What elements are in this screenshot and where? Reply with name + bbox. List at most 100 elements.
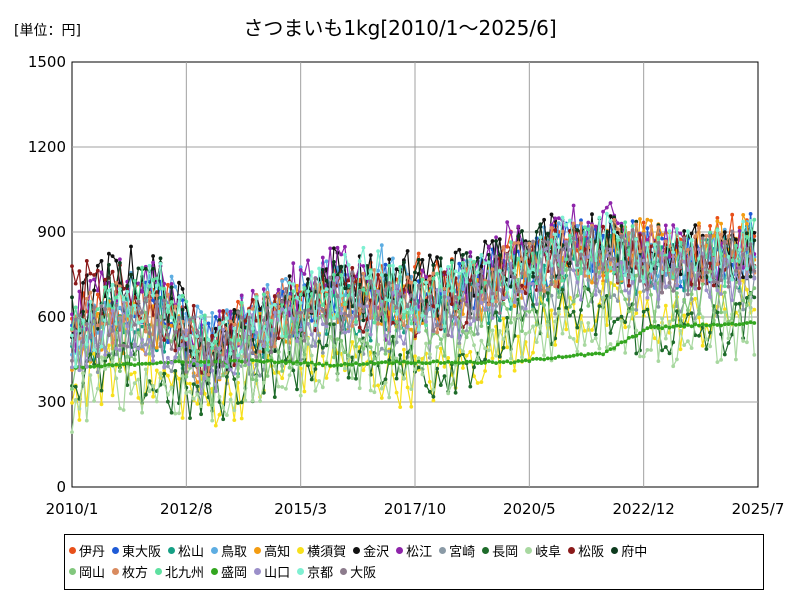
data-point [505, 220, 510, 225]
data-point [376, 289, 380, 294]
data-point [568, 354, 572, 359]
data-point [387, 361, 392, 365]
data-point [254, 358, 259, 363]
data-point [125, 361, 130, 366]
data-point [409, 293, 414, 298]
data-point [593, 224, 598, 229]
data-point [450, 314, 454, 319]
y-tick-label: 1500 [28, 53, 66, 71]
data-point [379, 311, 384, 316]
data-point [376, 249, 380, 254]
data-point [461, 352, 465, 356]
legend-marker [297, 568, 305, 575]
data-point [464, 359, 469, 364]
data-point [520, 257, 524, 261]
data-point [298, 358, 303, 362]
data-point [590, 339, 594, 343]
data-point [656, 326, 661, 330]
data-point [722, 239, 727, 244]
data-point [365, 297, 369, 301]
data-point [516, 289, 521, 294]
data-point [549, 238, 554, 243]
data-point [361, 318, 366, 323]
data-point [107, 303, 111, 308]
legend-item: 岐阜 [525, 541, 561, 560]
data-point [379, 273, 384, 277]
data-point [276, 336, 281, 341]
data-point [560, 215, 565, 220]
data-point [206, 362, 211, 367]
data-point [741, 278, 746, 283]
data-point [210, 311, 215, 315]
data-point [505, 295, 510, 299]
data-point [556, 216, 561, 221]
data-point [472, 365, 476, 370]
data-point [453, 306, 458, 311]
data-point [615, 278, 620, 283]
data-point [660, 251, 664, 256]
data-point [416, 327, 421, 332]
data-point [556, 275, 561, 280]
data-point [92, 351, 96, 356]
data-point [697, 272, 701, 276]
data-point [486, 244, 491, 249]
data-point [416, 365, 421, 370]
data-point [184, 374, 189, 379]
data-point [523, 306, 528, 311]
data-point [475, 357, 480, 361]
data-point [649, 218, 653, 223]
data-point [660, 326, 664, 331]
data-point [210, 362, 215, 367]
data-point [221, 373, 226, 378]
data-point [497, 329, 502, 333]
data-point [741, 252, 746, 257]
data-point [509, 230, 513, 235]
data-point [258, 339, 262, 344]
data-point [162, 365, 167, 370]
data-point [671, 324, 676, 329]
data-point [291, 289, 296, 293]
data-point [166, 303, 170, 308]
data-point [232, 322, 237, 327]
data-point [383, 377, 388, 382]
data-point [494, 299, 498, 304]
data-point [180, 293, 185, 298]
data-point [413, 367, 417, 372]
data-point [213, 333, 218, 338]
data-point [523, 241, 528, 246]
data-point [328, 246, 333, 251]
data-point [531, 274, 535, 279]
data-point [213, 389, 218, 394]
data-point [641, 220, 646, 225]
data-point [177, 376, 181, 381]
legend-item: 北九州 [155, 562, 204, 581]
data-point [431, 276, 436, 281]
data-point [92, 305, 96, 310]
data-point [652, 324, 657, 329]
data-point [368, 360, 373, 365]
data-point [752, 269, 757, 273]
data-point [509, 361, 513, 365]
data-point [612, 293, 617, 297]
data-point [280, 307, 285, 312]
data-point [450, 334, 454, 339]
data-point [313, 323, 318, 328]
data-point [291, 261, 296, 266]
data-point [597, 249, 602, 254]
data-point [258, 314, 262, 319]
data-point [191, 382, 196, 386]
data-point [70, 312, 74, 317]
data-point [184, 370, 189, 374]
data-point [361, 287, 366, 292]
data-point [158, 295, 163, 300]
data-point [114, 303, 119, 308]
data-point [324, 332, 329, 336]
data-point [457, 261, 462, 266]
data-point [110, 309, 115, 313]
data-point [608, 257, 613, 262]
data-point [704, 347, 709, 351]
data-point [531, 302, 535, 307]
data-point [70, 264, 74, 268]
data-point [520, 329, 524, 333]
data-point [472, 343, 476, 348]
